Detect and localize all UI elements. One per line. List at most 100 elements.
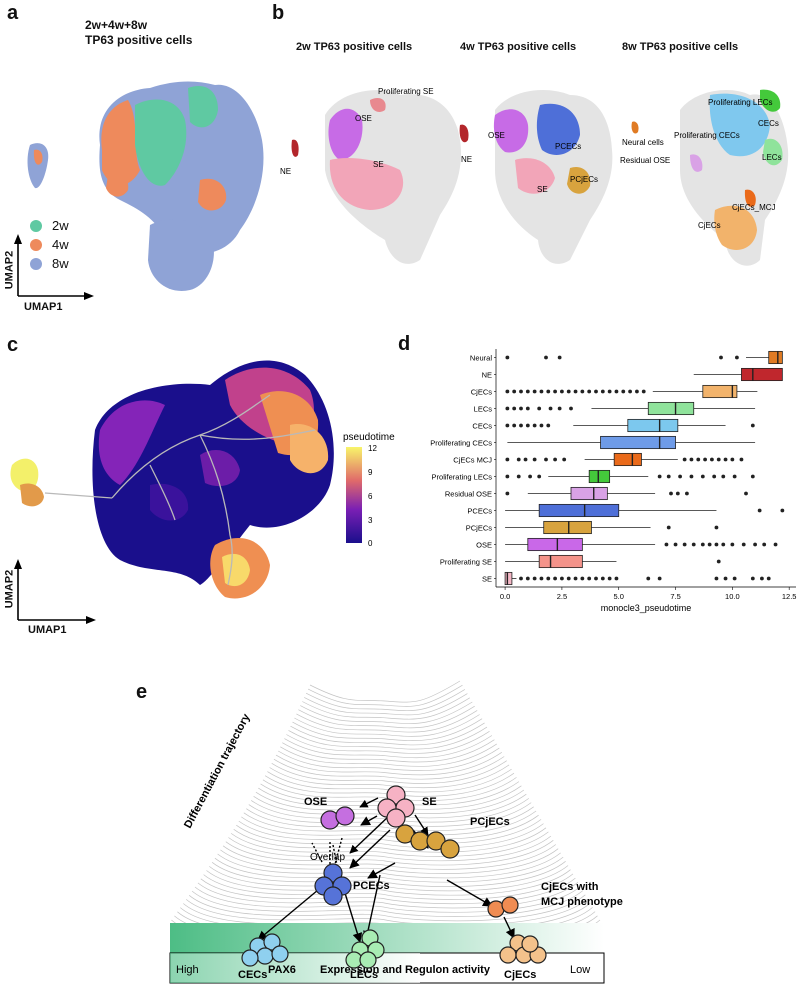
node-ose-label: OSE — [304, 796, 327, 808]
boxplot-outlier-pcecs-0 — [757, 508, 762, 513]
boxplot-outlier-cjecs-mcj-2 — [523, 457, 528, 462]
panel-b-letter: b — [272, 2, 285, 24]
landscape-contour-line — [302, 697, 470, 720]
landscape-contour-line — [282, 739, 495, 763]
landscape-contour-line — [191, 890, 584, 917]
boxplot-outlier-cjecs-16 — [614, 389, 619, 394]
boxplot-label-proliferating-lecs: Proliferating LECs — [432, 473, 493, 482]
boxplot-outlier-cecs-7 — [750, 423, 755, 428]
node-cjecs-mcj-label-line1: CjECs with — [541, 881, 599, 893]
landscape-contour-line — [246, 806, 534, 832]
umap-b2 — [459, 90, 613, 264]
panel-a-letter: a — [7, 2, 19, 24]
panel-c-letter: c — [7, 334, 19, 356]
boxplot-outlier-cjecs-mcj-12 — [716, 457, 721, 462]
landscape-contour-line — [194, 886, 581, 913]
boxplot-outlier-lecs-1 — [512, 406, 517, 411]
boxplot-outlier-cjecs-mcj-15 — [739, 457, 744, 462]
landscape-contour-line — [307, 684, 463, 707]
boxplot-label-ne: NE — [482, 371, 492, 380]
panel-e-arrows — [257, 815, 515, 943]
boxplot-outlier-se-0 — [519, 576, 523, 581]
boxplot-outlier-proliferating-lecs-11 — [732, 474, 737, 479]
boxplot-outlier-cjecs-11 — [580, 389, 585, 394]
umap-b3-label-proliferating-lecs: Proliferating LECs — [708, 98, 772, 107]
umap-b2-title: 4w TP63 positive cells — [460, 41, 577, 53]
landscape-contour-line — [296, 710, 478, 733]
node-pcecs — [314, 863, 352, 906]
boxplot-box-cjecs — [702, 384, 738, 399]
legend-label-2w: 2w — [52, 218, 69, 233]
boxplot-outlier-lecs-3 — [525, 406, 530, 411]
boxplot-outlier-se-10 — [587, 576, 592, 581]
landscape-contour-line — [248, 802, 532, 827]
boxplot-outlier-se-18 — [723, 576, 728, 581]
pax6-gene-label: PAX6 — [268, 964, 296, 976]
node-cecs-label: CECs — [238, 969, 267, 981]
boxplot-outlier-se-4 — [546, 576, 551, 581]
landscape-contour-line — [233, 827, 547, 853]
boxplot-boxes — [504, 350, 785, 586]
landscape-contour-line — [286, 731, 490, 754]
node-lecs-label: LECs — [350, 969, 378, 981]
boxplot-outlier-cecs-2 — [519, 423, 523, 428]
landscape-contour-line — [309, 680, 461, 703]
boxplot-label-se: SE — [482, 575, 492, 584]
landscape-contour-line — [275, 752, 502, 776]
boxplot-box-cjecs-mcj — [613, 452, 642, 467]
node-pcjecs — [395, 824, 460, 859]
landscape-contour-line — [290, 722, 485, 746]
boxplot-outlier-cjecs-mcj-8 — [689, 457, 694, 462]
boxplot-outlier-se-6 — [560, 576, 564, 581]
boxplot-xtick-label-2: 5.0 — [614, 592, 624, 601]
landscape-contour-line — [271, 760, 507, 784]
boxplot-outlier-se-20 — [750, 576, 755, 581]
umap-b3-label-residual-ose: Residual OSE — [620, 156, 670, 165]
boxplot-label-residual-ose: Residual OSE — [445, 490, 492, 499]
landscape-contour-line — [243, 810, 537, 836]
boxplot-outlier-cjecs-14 — [600, 389, 605, 394]
landscape-contour-line — [269, 764, 510, 789]
pax6-low-label: Low — [570, 964, 590, 976]
node-pcjecs-label: PCjECs — [470, 816, 510, 828]
umap-a-cluster-main — [99, 81, 264, 291]
landscape-contour-line — [273, 756, 505, 780]
node-se-label: SE — [422, 796, 437, 808]
landscape-contour-line — [209, 865, 569, 892]
landscape-contour-line — [280, 743, 497, 767]
boxplot-outlier-cecs-1 — [512, 423, 517, 428]
umap-c-trajectory — [44, 394, 316, 586]
waddington-landscape-lines — [171, 680, 601, 948]
panel-a-legend: 2w 4w 8w — [30, 216, 69, 273]
landscape-contour-line — [300, 701, 473, 724]
panel-b-umaps: Proliferating SE OSE SE NE OSE NE PCECs … — [280, 87, 789, 266]
landscape-contour-line — [185, 898, 588, 926]
boxplot-outlier-neural-4 — [735, 355, 739, 360]
landscape-contour-line — [225, 840, 554, 866]
boxplot-outlier-ose-0 — [664, 542, 669, 547]
umap-b3-label-lecs: LECs — [762, 153, 782, 162]
boxplot-xtick-label-5: 12.5 — [782, 592, 797, 601]
boxplot-box-residual-ose — [570, 486, 608, 501]
boxplot-box-pcjecs — [543, 520, 592, 535]
boxplot-outlier-se-7 — [566, 576, 571, 581]
boxplot-outlier-proliferating-lecs-7 — [689, 474, 694, 479]
umap-b1-label-ne: NE — [280, 167, 291, 176]
landscape-contour-line — [230, 831, 549, 857]
boxplot-xtick-label-4: 10.0 — [725, 592, 740, 601]
boxplot-label-cjecs-mcj: CjECs MCJ — [453, 456, 492, 465]
boxplot-outlier-cjecs-12 — [587, 389, 592, 394]
boxplot-outlier-proliferating-lecs-9 — [712, 474, 717, 479]
panel-e-letter: e — [136, 681, 148, 703]
umap-b1-label-se: SE — [373, 160, 384, 169]
boxplot-outlier-cjecs-10 — [573, 389, 578, 394]
boxplot-outlier-cjecs-mcj-9 — [696, 457, 701, 462]
boxplot-outlier-cjecs-8 — [560, 389, 564, 394]
boxplot-outlier-residual-ose-2 — [675, 491, 680, 496]
boxplot-outlier-ose-12 — [773, 542, 778, 547]
boxplot-outlier-cjecs-20 — [641, 389, 646, 394]
boxplot-box-proliferating-lecs — [588, 469, 611, 484]
pseudotime-tick-0: 0 — [368, 539, 373, 548]
landscape-contour-line — [264, 772, 515, 797]
